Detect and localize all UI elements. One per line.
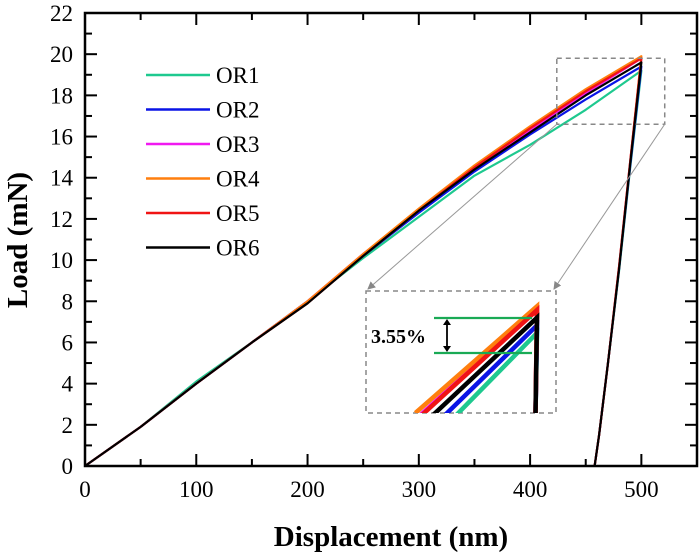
y-tick-label: 4 [62,372,74,397]
arrow-down-icon [443,346,451,352]
zoom-layer: 3.55% [365,57,666,414]
inset-line-or6 [431,312,540,413]
legend-label-or4: OR4 [216,167,260,192]
x-tick-label: 300 [402,477,437,502]
y-tick-label: 20 [50,42,73,67]
x-axis-title: Displacement (nm) [274,521,508,553]
x-tick-label: 0 [79,477,91,502]
series-layer [84,55,643,467]
y-tick-label: 8 [62,289,74,314]
y-tick-label: 22 [50,1,73,26]
percent-difference-label: 3.55% [371,326,426,348]
x-tick-label: 400 [513,477,548,502]
y-tick-label: 12 [50,207,73,232]
series-line-or1 [84,69,643,467]
y-tick-label: 0 [62,454,74,479]
legend-label-or2: OR2 [216,98,259,123]
series-line-or6 [84,61,643,467]
y-tick-label: 10 [50,248,73,273]
y-tick-label: 16 [50,125,73,150]
zoom-connector-right [553,123,666,290]
y-tick-label: 18 [50,83,73,108]
inset-curves [413,301,540,413]
legend-label-or5: OR5 [216,201,259,226]
legend-label-or1: OR1 [216,63,259,88]
legend-label-or6: OR6 [216,236,259,261]
arrow-up-icon [443,319,451,325]
x-tick-label: 200 [290,477,325,502]
zoom-connector-left [367,123,558,290]
y-tick-label: 2 [62,413,74,438]
y-tick-label: 6 [62,330,74,355]
legend-label-or3: OR3 [216,132,259,157]
y-tick-label: 14 [50,166,74,191]
y-axis-title: Load (mN) [2,172,34,308]
x-tick-label: 500 [624,477,659,502]
legend: OR1 OR2 OR3 OR4 OR5 OR6 [146,63,260,261]
axes-layer: 0 100 200 300 400 500 0 2 4 6 8 10 12 14 16 18 20 22 [50,1,699,502]
x-tick-label: 100 [179,477,214,502]
zoom-region-box [556,57,666,125]
